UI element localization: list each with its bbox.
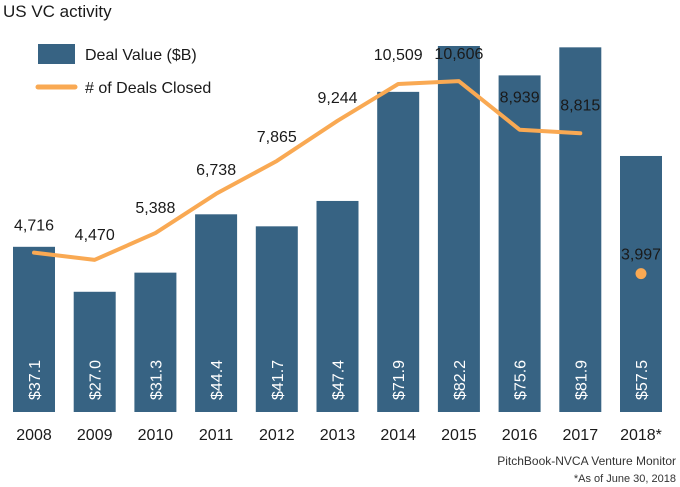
bar-value-label: $75.6 bbox=[513, 360, 530, 400]
bar-value-label: $37.1 bbox=[27, 360, 44, 400]
bar-2011 bbox=[195, 214, 238, 412]
legend: Deal Value ($B) # of Deals Closed bbox=[35, 44, 211, 97]
x-tick-label: 2014 bbox=[380, 427, 416, 444]
bar-value-label: $41.7 bbox=[270, 360, 287, 400]
deals-value-label: 5,388 bbox=[135, 200, 175, 217]
deals-value-label: 7,865 bbox=[257, 129, 297, 146]
bar-2010 bbox=[134, 272, 177, 412]
bar-2009 bbox=[73, 291, 116, 412]
x-tick-label: 2008 bbox=[16, 427, 52, 444]
bar-value-label: $27.0 bbox=[88, 360, 105, 400]
legend-swatch-deal-value bbox=[38, 44, 75, 64]
bar-value-label: $44.4 bbox=[209, 360, 226, 400]
bar-value-label: $57.5 bbox=[634, 360, 651, 400]
bar-2014 bbox=[377, 91, 420, 412]
deals-closed-point-2018 bbox=[635, 268, 647, 280]
deals-line bbox=[32, 79, 647, 280]
deals-value-label: 9,244 bbox=[317, 90, 357, 107]
footnote-text: *As of June 30, 2018 bbox=[574, 473, 676, 485]
deal-labels: 4,716 4,470 5,388 6,738 7,865 9,244 10,509 10,6… bbox=[14, 46, 661, 263]
bar-value-label: $31.3 bbox=[148, 360, 165, 400]
deals-value-label: 10,509 bbox=[374, 47, 423, 64]
deals-value-label: 8,939 bbox=[500, 90, 540, 107]
bar-value-label: $82.2 bbox=[452, 360, 469, 400]
bar-value-label: $47.4 bbox=[331, 360, 348, 400]
deals-value-label: 4,716 bbox=[14, 218, 54, 235]
chart-title: US VC activity bbox=[3, 2, 112, 21]
deals-value-label: 8,815 bbox=[560, 97, 600, 114]
bar-value-label: $71.9 bbox=[391, 360, 408, 400]
deals-closed-line bbox=[32, 79, 583, 262]
bar-2008 bbox=[13, 246, 55, 412]
x-tick-label: 2018* bbox=[620, 427, 662, 444]
deals-value-label: 3,997 bbox=[621, 247, 661, 264]
bar-2013 bbox=[316, 200, 359, 412]
deals-value-label: 10,606 bbox=[434, 46, 483, 63]
source-text: PitchBook-NVCA Venture Monitor bbox=[497, 454, 676, 468]
deals-value-label: 4,470 bbox=[75, 227, 115, 244]
x-tick-label: 2009 bbox=[77, 427, 113, 444]
bars: $37.1 $27.0 $31.3 $44.4 $41.7 $47.4 $71.9 $82.2… bbox=[13, 46, 662, 413]
legend-label-deal-value: Deal Value ($B) bbox=[85, 47, 197, 64]
x-tick-label: 2015 bbox=[441, 427, 477, 444]
bar-value-label: $81.9 bbox=[573, 360, 590, 400]
x-tick-label: 2016 bbox=[502, 427, 538, 444]
x-axis-ticks: 2008 2009 2010 2011 2012 2013 2014 2015 2016 2017… bbox=[16, 427, 662, 444]
x-tick-label: 2012 bbox=[259, 427, 295, 444]
x-tick-label: 2010 bbox=[138, 427, 174, 444]
bar-2012 bbox=[255, 226, 298, 412]
legend-label-deals-closed: # of Deals Closed bbox=[85, 80, 211, 97]
bar-2015 bbox=[437, 46, 480, 412]
bar-2017 bbox=[559, 47, 602, 413]
x-tick-label: 2017 bbox=[563, 427, 599, 444]
x-tick-label: 2013 bbox=[320, 427, 356, 444]
x-tick-label: 2011 bbox=[199, 427, 234, 444]
bar-2018 bbox=[620, 155, 662, 413]
deals-value-label: 6,738 bbox=[196, 162, 236, 179]
